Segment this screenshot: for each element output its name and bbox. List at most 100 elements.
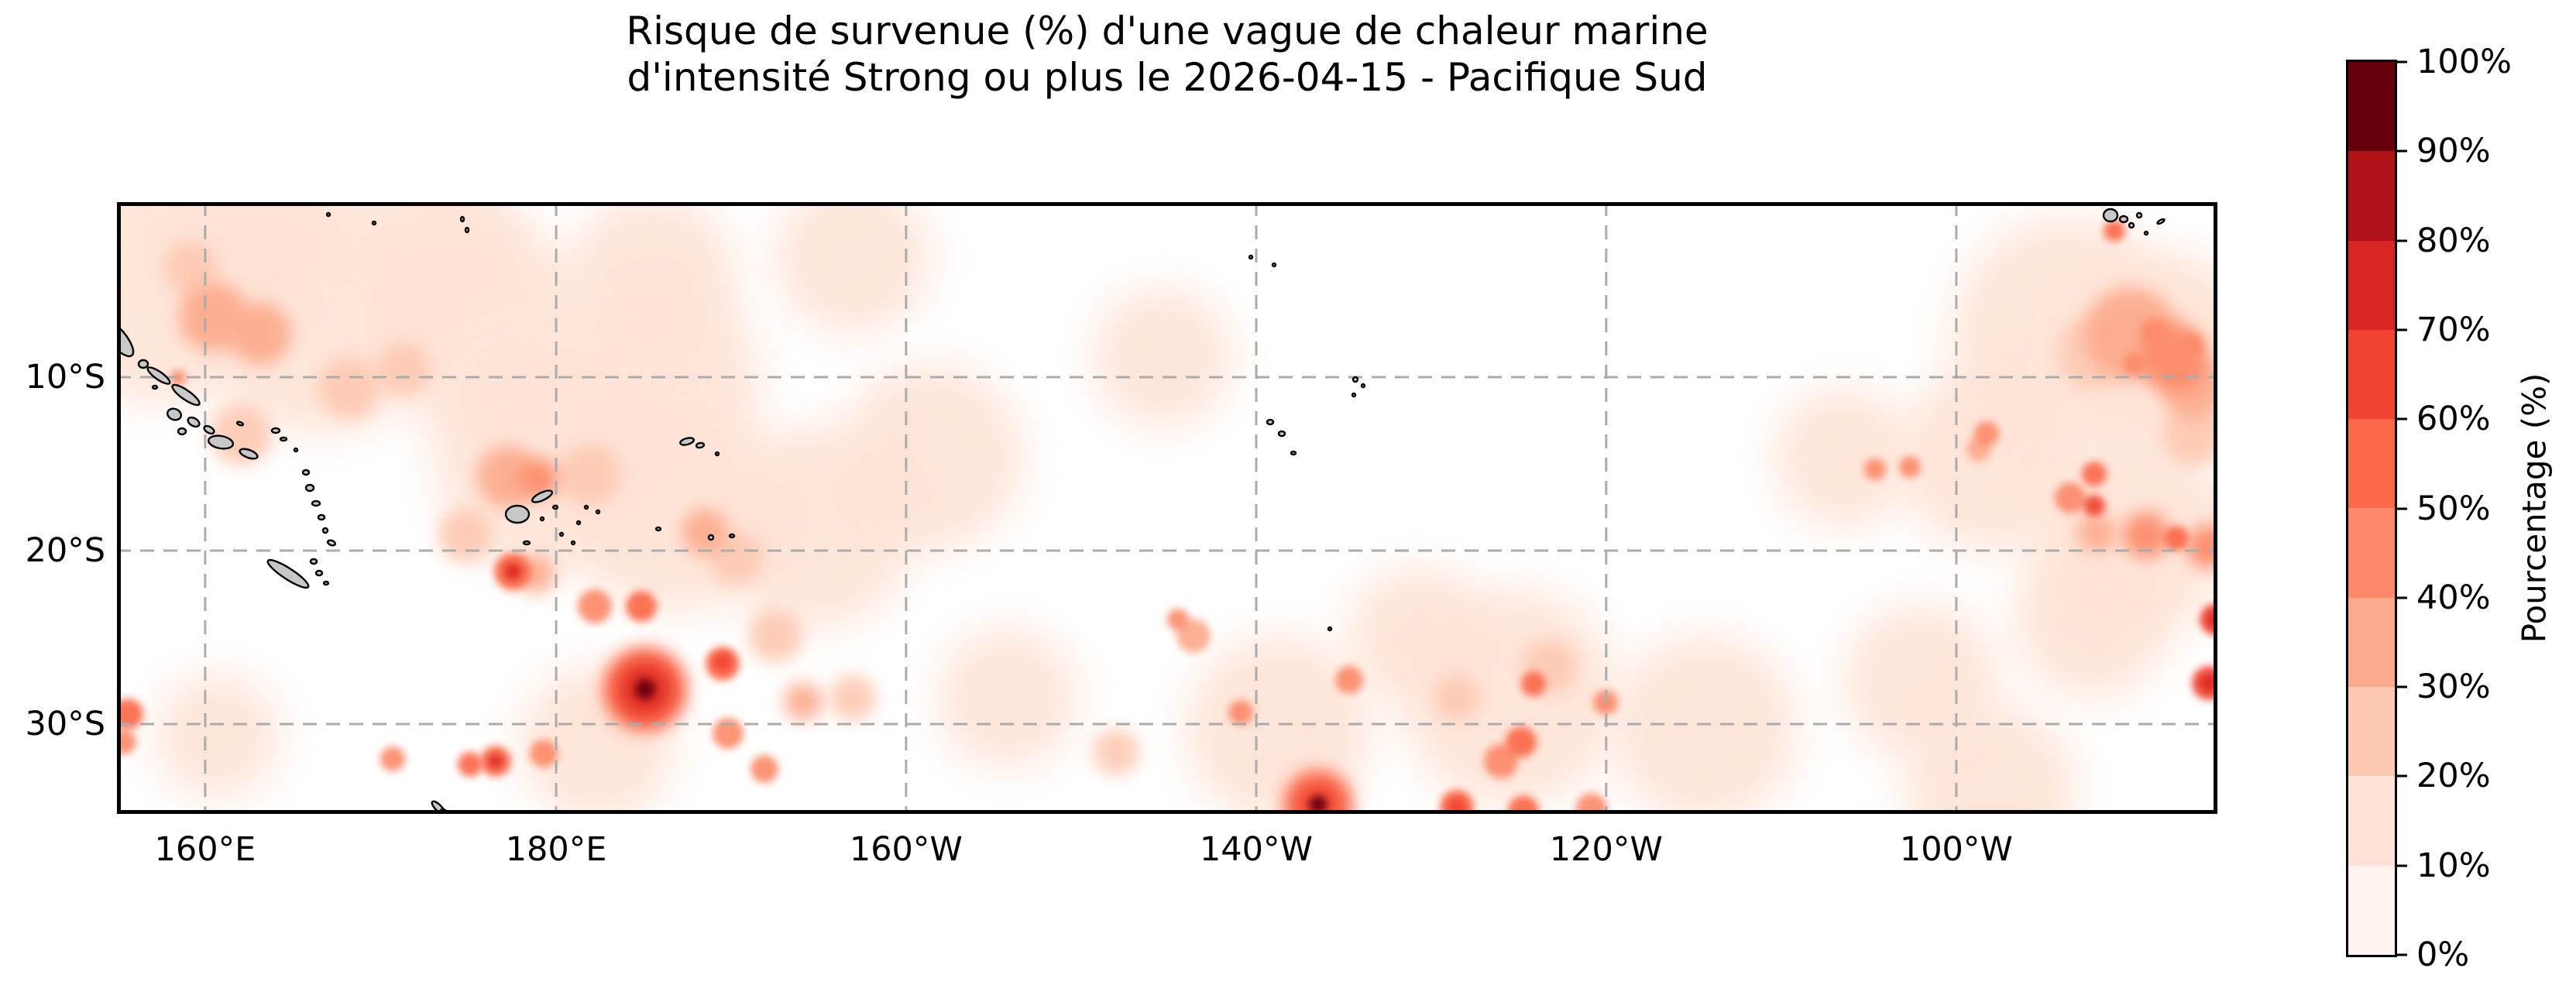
- island-marquises-c: [1351, 392, 1357, 398]
- island-fidji-dot-h: [595, 509, 601, 515]
- colorbar-segment: [2348, 62, 2395, 152]
- island-kiribati-a: [459, 215, 465, 223]
- island-loyaute-c: [322, 580, 330, 586]
- island-fidji-dot-a: [551, 504, 559, 510]
- risk-hotspot: [682, 509, 728, 555]
- island-fidji-dot-d: [570, 540, 576, 546]
- risk-hotspot: [504, 563, 521, 580]
- risk-hotspot: [1974, 421, 1999, 446]
- y-tick-label: 30°S: [25, 705, 105, 744]
- island-fidji-dot-b: [522, 540, 531, 546]
- island-vanuatu-a: [301, 469, 311, 476]
- island-tuvalu-b: [371, 220, 377, 226]
- colorbar-tick-mark: [2395, 60, 2407, 64]
- island-galapagos-b: [2118, 215, 2129, 224]
- island-cook-c: [1290, 450, 1297, 456]
- risk-hotspot: [2186, 525, 2217, 568]
- risk-hotspot: [2082, 462, 2107, 486]
- island-tonga-b: [707, 534, 715, 541]
- plot-title-line1: Risque de survenue (%) d'une vague de ch…: [626, 9, 1709, 53]
- island-makira: [239, 448, 259, 460]
- colorbar-segment: [2348, 329, 2395, 420]
- island-malaita-c: [203, 424, 215, 435]
- island-santa-cruz-a: [270, 427, 281, 434]
- risk-hotspot: [938, 628, 1077, 767]
- y-tick-label: 10°S: [25, 358, 105, 397]
- colorbar-segment: [2348, 597, 2395, 688]
- risk-hotspot: [2083, 495, 2105, 517]
- colorbar-tick-label: 10%: [2416, 846, 2491, 885]
- colorbar-tick-label: 50%: [2416, 489, 2491, 528]
- risk-hotspot: [2141, 319, 2166, 344]
- risk-hotspot: [520, 459, 558, 498]
- island-buka: [137, 359, 149, 369]
- risk-hotspot: [829, 675, 876, 721]
- x-tick-label: 100°W: [1899, 830, 2013, 869]
- risk-hotspot: [578, 589, 612, 623]
- colorbar-tick-label: 0%: [2416, 935, 2470, 974]
- island-galapagos-e: [2143, 230, 2149, 236]
- risk-hotspot: [1576, 793, 1607, 814]
- risk-hotspot: [458, 752, 483, 777]
- risk-hotspot: [117, 730, 136, 754]
- colorbar-tick-mark: [2395, 507, 2407, 510]
- risk-hotspot: [357, 202, 527, 334]
- island-fidji-dot-g: [583, 504, 589, 510]
- risk-hotspot: [1508, 795, 1539, 814]
- risk-hotspot: [626, 591, 657, 622]
- island-galapagos-a: [2102, 208, 2119, 223]
- risk-hotspot: [1228, 700, 1253, 725]
- island-galapagos-f: [2156, 218, 2166, 225]
- colorbar: [2346, 60, 2397, 957]
- risk-hotspot: [2181, 334, 2203, 355]
- risk-hotspot: [635, 679, 655, 699]
- island-malaita-b: [187, 416, 201, 428]
- risk-hotspot: [558, 444, 620, 506]
- colorbar-tick-label: 60%: [2416, 400, 2491, 439]
- risk-heat-field: [117, 202, 2217, 814]
- plot-title: Risque de survenue (%) d'une vague de ch…: [117, 8, 2217, 101]
- x-tick-label: 120°W: [1549, 830, 1663, 869]
- risk-hotspot: [713, 718, 744, 749]
- island-cook-a: [1266, 418, 1275, 426]
- colorbar-tick-label: 90%: [2416, 132, 2491, 171]
- colorbar-segment: [2348, 508, 2395, 598]
- risk-hotspot: [1093, 287, 1232, 427]
- island-vanuatu-e: [321, 527, 329, 534]
- colorbar-tick-mark: [2395, 239, 2407, 242]
- island-malaita-a: [167, 407, 182, 421]
- island-samoa-c: [714, 451, 720, 457]
- island-vanuatu-c: [311, 499, 321, 507]
- colorbar-segment: [2348, 776, 2395, 866]
- risk-hotspot: [2123, 512, 2169, 558]
- risk-hotspot: [489, 754, 503, 768]
- island-nouvelle-caledonie: [266, 558, 310, 589]
- island-cook-b: [1277, 430, 1286, 438]
- island-fidji-vanua-levu: [531, 489, 554, 503]
- map-plot-area: [117, 202, 2217, 814]
- colorbar-tick-mark: [2395, 864, 2407, 867]
- risk-hotspot: [1506, 726, 1537, 757]
- risk-hotspot: [2077, 513, 2116, 552]
- island-ontong-java: [151, 384, 159, 390]
- risk-hotspot: [477, 446, 539, 508]
- colorbar-tick-label: 80%: [2416, 221, 2491, 260]
- colorbar-tick-mark: [2395, 596, 2407, 599]
- colorbar-tick-mark: [2395, 953, 2407, 956]
- land-islands: [117, 208, 2166, 814]
- risk-hotspot: [566, 202, 737, 365]
- risk-hotspot: [1309, 795, 1327, 814]
- risk-hotspot: [2055, 482, 2086, 513]
- colorbar-tick-mark: [2395, 417, 2407, 421]
- pacific-risk-map: [117, 202, 2217, 814]
- island-vanuatu-b: [304, 483, 315, 493]
- island-tuvalu-a: [325, 211, 331, 218]
- island-gambier: [1327, 626, 1333, 632]
- island-fidji-viti-levu: [504, 504, 531, 524]
- x-tick-label: 180°E: [505, 830, 607, 869]
- island-tonga-a: [654, 526, 662, 532]
- island-marquises-a: [1352, 376, 1359, 383]
- risk-hotspot: [318, 357, 380, 419]
- risk-hotspot: [2104, 220, 2125, 242]
